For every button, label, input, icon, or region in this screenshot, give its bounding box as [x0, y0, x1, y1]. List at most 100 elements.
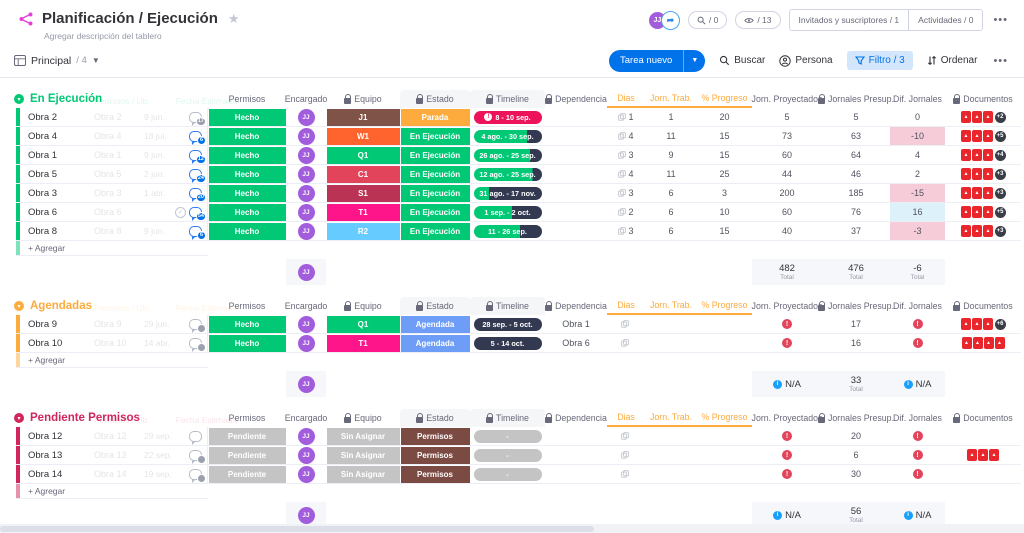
dependencia-cell[interactable] [545, 465, 607, 484]
documentos-cell[interactable] [945, 446, 1021, 465]
pdf-file-icon[interactable] [972, 130, 982, 142]
dias-cell[interactable] [607, 334, 645, 353]
group-title[interactable]: ▾ En Ejecución Permisos / Ub. Fecha Estim… [14, 93, 237, 106]
timeline-cell[interactable]: - [470, 446, 545, 465]
view-switcher[interactable]: Principal / 4 ▼ [14, 55, 100, 67]
updates-bubble-icon[interactable] [189, 318, 206, 333]
estado-cell[interactable]: En Ejecución [400, 222, 470, 241]
encargado-cell[interactable]: JJ [286, 315, 326, 334]
toolbar-more-button[interactable]: ••• [993, 54, 1008, 67]
updates-bubble-icon[interactable] [189, 449, 206, 464]
dif-jornales-cell[interactable]: ! [890, 315, 945, 334]
encargado-cell[interactable]: JJ [286, 334, 326, 353]
timeline-cell[interactable]: 28 sep. - 5 oct. [470, 315, 545, 334]
dias-cell[interactable]: 1 [607, 108, 645, 127]
task-name-cell[interactable]: Obra 5 Obra 5 2 jun. 24 [16, 165, 208, 184]
permisos-cell[interactable]: Hecho [208, 127, 286, 146]
column-header[interactable]: Equipo [326, 90, 400, 108]
jorn-proyectados-cell[interactable]: ! [752, 446, 822, 465]
column-header[interactable]: Estado [400, 297, 470, 315]
pdf-file-icon[interactable] [972, 187, 982, 199]
encargado-cell[interactable]: JJ [286, 127, 326, 146]
encargado-cell[interactable]: JJ [286, 184, 326, 203]
permisos-cell[interactable]: Hecho [208, 108, 286, 127]
jornales-presup-cell[interactable]: 76 [822, 203, 890, 222]
jorn-proyectados-cell[interactable]: 5 [752, 108, 822, 127]
jorn-trab-cell[interactable] [645, 334, 697, 353]
documentos-cell[interactable]: +3 [945, 165, 1021, 184]
jorn-trab-cell[interactable] [645, 446, 697, 465]
pdf-file-icon[interactable] [972, 206, 982, 218]
progreso-cell[interactable]: 10 [697, 203, 752, 222]
dependencia-cell[interactable] [545, 184, 607, 203]
timeline-cell[interactable]: 5 - 14 oct. [470, 334, 545, 353]
dif-jornales-cell[interactable]: ! [890, 446, 945, 465]
documentos-cell[interactable]: +3 [945, 184, 1021, 203]
task-name-cell[interactable]: Obra 2 Obra 2 9 jun. 17 [16, 108, 208, 127]
sort-button[interactable]: Ordenar [927, 55, 977, 66]
pdf-file-icon[interactable] [961, 130, 971, 142]
views-counter[interactable]: / 13 [735, 11, 781, 29]
updates-bubble-icon[interactable]: 54 [189, 206, 206, 221]
encargado-cell[interactable]: JJ [286, 222, 326, 241]
pdf-file-icon[interactable] [961, 337, 972, 349]
column-header[interactable]: Timeline [470, 409, 545, 427]
jornales-presup-cell[interactable]: 46 [822, 165, 890, 184]
pdf-file-icon[interactable] [972, 111, 982, 123]
jornales-presup-cell[interactable]: 37 [822, 222, 890, 241]
permisos-cell[interactable]: Hecho [208, 146, 286, 165]
column-header[interactable]: Dif. Jornales [893, 94, 942, 104]
updates-bubble-icon[interactable]: 24 [189, 168, 206, 183]
column-header[interactable]: Documentos [945, 297, 1021, 315]
progreso-cell[interactable]: 15 [697, 222, 752, 241]
column-header[interactable]: Jorn. Proyectados [751, 413, 823, 423]
progreso-cell[interactable] [697, 315, 752, 334]
documentos-cell[interactable]: +3 [945, 222, 1021, 241]
pdf-file-icon[interactable] [972, 225, 982, 237]
add-item-button[interactable]: + Agregar [16, 241, 208, 256]
search-button[interactable]: Buscar [719, 55, 765, 66]
timeline-cell[interactable]: 26 ago. - 25 sep. [470, 146, 545, 165]
column-header[interactable]: Documentos [945, 90, 1021, 108]
activities-button[interactable]: Actividades / 0 [908, 10, 983, 30]
timeline-cell[interactable]: 4 ago. - 30 sep. [470, 127, 545, 146]
progreso-cell[interactable] [697, 427, 752, 446]
jorn-trab-cell[interactable] [645, 465, 697, 484]
equipo-cell[interactable]: J1 [326, 108, 400, 127]
dias-cell[interactable] [607, 446, 645, 465]
jorn-trab-cell[interactable]: 11 [645, 165, 697, 184]
board-members[interactable]: JJ ➦ [647, 10, 680, 30]
column-header[interactable]: Jornales Presup. [818, 409, 894, 427]
task-name-cell[interactable]: Obra 4 Obra 4 18 jul. 6 [16, 127, 208, 146]
column-header[interactable]: Permisos [228, 94, 266, 104]
estado-cell[interactable]: En Ejecución [400, 165, 470, 184]
jorn-trab-cell[interactable]: 6 [645, 184, 697, 203]
dif-jornales-cell[interactable]: 0 [890, 108, 945, 127]
task-name-cell[interactable]: Obra 12 Obra 12 29 sep. [16, 427, 208, 446]
permisos-cell[interactable]: Hecho [208, 203, 286, 222]
estado-cell[interactable]: En Ejecución [400, 184, 470, 203]
pdf-file-icon[interactable] [983, 337, 994, 349]
updates-bubble-icon[interactable]: 17 [189, 111, 206, 126]
favorite-star-icon[interactable]: ★ [227, 10, 240, 26]
group-collapse-icon[interactable]: ▾ [14, 413, 24, 423]
jornales-presup-cell[interactable]: 20 [822, 427, 890, 446]
column-header[interactable]: % Progreso [697, 90, 752, 108]
column-header[interactable]: % Progreso [697, 297, 752, 315]
jorn-proyectados-cell[interactable]: 40 [752, 222, 822, 241]
updates-bubble-icon[interactable] [189, 468, 206, 483]
jorn-trab-cell[interactable]: 9 [645, 146, 697, 165]
pdf-file-icon[interactable] [972, 318, 982, 330]
dependencia-cell[interactable] [545, 108, 607, 127]
pdf-file-icon[interactable] [972, 149, 982, 161]
column-header[interactable]: Jorn. Proyectados [751, 94, 823, 104]
jorn-proyectados-cell[interactable]: 60 [752, 146, 822, 165]
pdf-file-icon[interactable] [961, 225, 971, 237]
permisos-cell[interactable]: Pendiente [208, 446, 286, 465]
pdf-file-icon[interactable] [978, 449, 988, 461]
scrollbar-thumb[interactable] [0, 525, 594, 532]
pdf-file-icon[interactable] [961, 111, 971, 123]
new-task-button[interactable]: Tarea nuevo ▼ [609, 49, 706, 72]
equipo-cell[interactable]: Sin Asignar [326, 446, 400, 465]
permisos-cell[interactable]: Pendiente [208, 427, 286, 446]
